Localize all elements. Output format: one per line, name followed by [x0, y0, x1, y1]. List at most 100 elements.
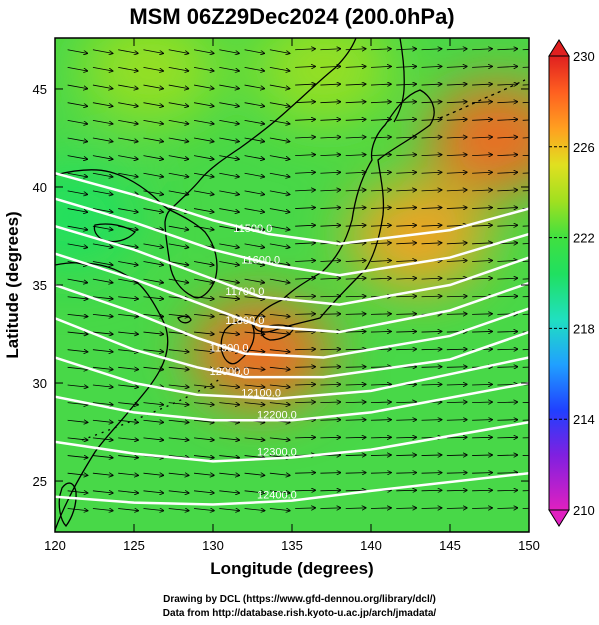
wind-arrow [370, 473, 391, 474]
wind-arrow [67, 119, 88, 124]
y-tick-label: 35 [33, 278, 47, 293]
wind-arrow [92, 473, 113, 475]
wind-arrow [472, 331, 492, 332]
wind-arrow [92, 155, 113, 160]
wind-arrow [345, 208, 366, 209]
colorbar-tick-label: 214 [573, 412, 595, 427]
wind-arrow [269, 385, 290, 387]
wind-arrow [193, 314, 214, 316]
wind-arrow [219, 172, 239, 177]
wind-arrow [320, 490, 340, 491]
contour-label-0: 11500.0 [233, 223, 272, 235]
wind-arrow [118, 332, 138, 334]
wind-arrow [396, 437, 416, 438]
wind-arrow [67, 225, 88, 230]
wind-arrow [67, 350, 88, 352]
wind-arrow [295, 314, 315, 315]
wind-arrow [67, 456, 88, 458]
field-blob-5 [253, 38, 394, 125]
wind-arrow [472, 490, 492, 491]
wind-arrow [472, 172, 492, 173]
wind-arrow [193, 473, 214, 475]
wind-arrow [219, 508, 239, 510]
wind-arrow [522, 190, 529, 192]
contour-label-1: 11600.0 [241, 254, 280, 266]
x-axis-label: Longitude (degrees) [210, 559, 373, 578]
wind-arrow [497, 490, 517, 491]
wind-arrow [522, 437, 529, 439]
wind-arrow [370, 314, 391, 315]
wind-arrow [143, 278, 163, 283]
wind-arrow [345, 402, 366, 403]
wind-arrow [92, 385, 113, 387]
wind-arrow [118, 243, 138, 248]
wind-arrow [118, 314, 138, 316]
x-tick-label: 145 [439, 538, 461, 553]
wind-arrow [396, 455, 416, 456]
wind-arrow [446, 296, 467, 297]
wind-arrow [320, 66, 340, 67]
coastlines [55, 38, 526, 531]
wind-arrow [92, 84, 113, 89]
wind-arrow [143, 172, 163, 177]
wind-arrow [295, 225, 315, 226]
wind-arrow [193, 508, 214, 510]
wind-arrow [396, 66, 416, 67]
wind-arrow [522, 419, 529, 421]
wind-arrow [92, 172, 113, 177]
wind-arrow [472, 66, 492, 67]
wind-arrow [396, 490, 416, 491]
wind-arrow [320, 225, 340, 226]
wind-arrow [421, 455, 442, 456]
wind-arrow [370, 455, 391, 456]
wind-arrow [295, 155, 315, 156]
wind-arrow [219, 190, 239, 195]
wind-arrow [67, 190, 88, 195]
wind-arrow [421, 84, 442, 85]
wind-arrow [396, 314, 416, 315]
wind-arrow [497, 84, 517, 85]
wind-arrow [244, 350, 265, 352]
wind-arrow [472, 437, 492, 438]
wind-arrow [67, 172, 88, 177]
wind-arrow [320, 296, 340, 297]
wind-arrow [345, 384, 366, 385]
wind-arrow [193, 278, 214, 283]
wind-arrow [269, 314, 290, 316]
wind-arrow [370, 119, 391, 120]
wind-arrow [345, 84, 366, 85]
wind-arrow [522, 66, 529, 68]
wind-arrow [345, 490, 366, 491]
x-tick-label: 150 [518, 538, 540, 553]
wind-arrow [370, 225, 391, 226]
contour-label-5: 12000.0 [210, 366, 250, 378]
wind-arrow [345, 296, 366, 297]
wind-arrow [168, 261, 189, 265]
wind-arrow [320, 102, 340, 103]
wind-arrow [219, 367, 239, 369]
wind-arrow [446, 243, 467, 244]
wind-arrow [168, 137, 189, 142]
wind-arrow [497, 437, 517, 438]
wind-vectors [67, 49, 529, 511]
wind-arrow [370, 172, 391, 173]
wind-arrow [143, 438, 163, 440]
wind-arrow [92, 367, 113, 369]
wind-arrow [219, 208, 239, 213]
wind-arrow [320, 119, 340, 120]
y-tick-label: 30 [33, 376, 47, 391]
wind-arrow [67, 67, 88, 71]
wind-arrow [320, 384, 340, 385]
wind-arrow [67, 385, 88, 387]
wind-arrow [522, 349, 529, 351]
wind-arrow [118, 278, 138, 283]
wind-arrow [168, 438, 189, 440]
wind-arrow [345, 102, 366, 103]
wind-arrow [345, 137, 366, 138]
wind-arrow [168, 385, 189, 387]
wind-arrow [396, 296, 416, 297]
colorbar-tick-label: 230 [573, 49, 595, 64]
wind-arrow [168, 456, 189, 458]
wind-arrow [472, 208, 492, 209]
wind-arrow [446, 208, 467, 209]
